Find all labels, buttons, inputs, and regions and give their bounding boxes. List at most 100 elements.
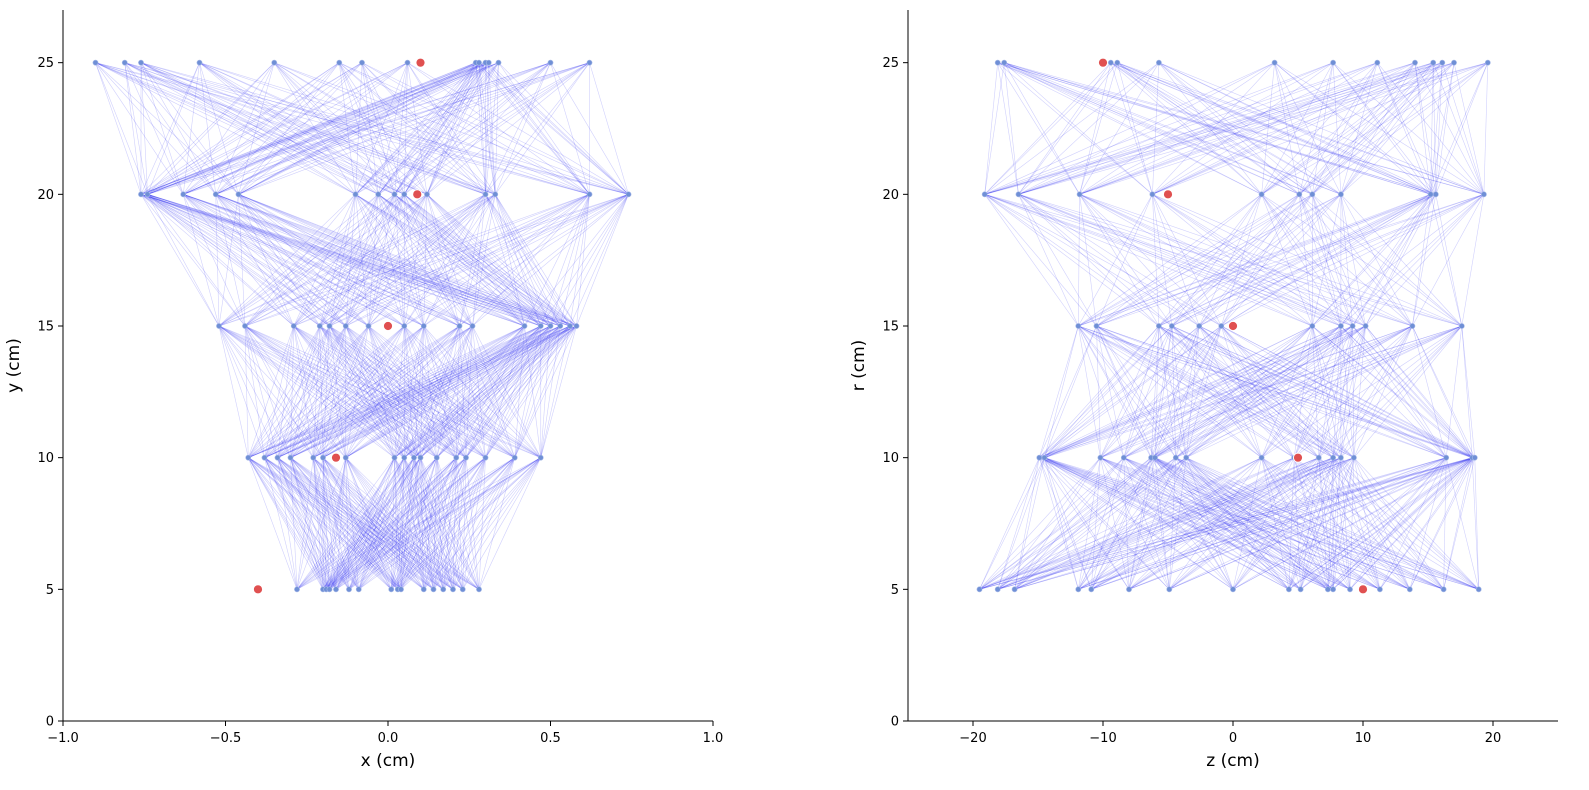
right-edge-l0-15-1 bbox=[1044, 457, 1444, 590]
left-edge-l1-2-5 bbox=[277, 325, 347, 458]
left-edge-l1-0-6 bbox=[248, 325, 369, 458]
right-highlighted-hit-3 bbox=[1162, 189, 1174, 200]
right-edge-l1-15-0 bbox=[1078, 325, 1473, 458]
right-edge-l2-0-8 bbox=[1078, 194, 1431, 327]
left-edge-l3-11-4 bbox=[274, 62, 496, 195]
left-edge-l0-9-11 bbox=[400, 457, 438, 590]
right-edge-l0-4-6 bbox=[1091, 457, 1177, 590]
right-edge-l1-4-7 bbox=[1150, 325, 1342, 458]
left-edge-l1-1-11 bbox=[264, 325, 525, 458]
left-edge-l1-4-15 bbox=[313, 325, 571, 458]
right-edge-l0-3-3 bbox=[1078, 457, 1125, 590]
right-edge-l0-2-4 bbox=[1014, 457, 1152, 590]
left-edge-l3-5-11 bbox=[355, 62, 489, 195]
right-edge-l2-2-10 bbox=[1158, 194, 1485, 327]
left-hit-point-l2-12 bbox=[537, 323, 544, 329]
left-edge-l2-4-3 bbox=[215, 194, 330, 327]
right-edge-l1-16-5 bbox=[1221, 325, 1475, 458]
left-edge-l2-6-0 bbox=[140, 194, 369, 327]
right-edge-l0-6-7 bbox=[1169, 457, 1187, 590]
left-edge-l3-8-2 bbox=[140, 62, 405, 195]
right-edge-l1-10-2 bbox=[1158, 325, 1319, 458]
left-edge-l1-8-5 bbox=[345, 325, 405, 458]
left-edge-l0-9-10 bbox=[400, 457, 421, 590]
left-edge-l0-7-0 bbox=[248, 457, 392, 590]
right-edge-l1-5-6 bbox=[1154, 325, 1313, 458]
right-edge-l0-3-4 bbox=[1078, 457, 1152, 590]
left-hit-point-l4-5 bbox=[336, 59, 343, 66]
right-edge-l1-7-4 bbox=[1185, 325, 1200, 458]
left-edge-l1-1-8 bbox=[264, 325, 424, 458]
left-edge-l0-15-1 bbox=[264, 457, 480, 590]
left-edge-l0-10-4 bbox=[313, 457, 424, 590]
right-edge-l3-0-5 bbox=[984, 62, 1275, 195]
right-edge-l2-6-1 bbox=[1018, 194, 1313, 327]
left-edge-l1-15-12 bbox=[514, 325, 542, 458]
left-edge-l3-3-7 bbox=[215, 62, 408, 195]
right-hit-point-l3-5 bbox=[1296, 191, 1303, 198]
left-hit-point-l1-6 bbox=[342, 454, 349, 461]
left-edge-l2-13-3 bbox=[215, 194, 551, 327]
left-edge-l1-15-13 bbox=[514, 325, 551, 458]
left-edge-l3-1-10 bbox=[147, 62, 486, 195]
right-edge-l3-5-8 bbox=[1299, 62, 1416, 195]
left-edge-l2-14-11 bbox=[494, 194, 561, 327]
left-edge-l0-2-6 bbox=[325, 457, 347, 590]
right-edge-l0-8-8 bbox=[1261, 457, 1290, 590]
left-hit-point-l3-11 bbox=[492, 191, 499, 198]
left-edge-l1-6-13 bbox=[345, 325, 551, 458]
right-edge-l3-5-11 bbox=[1299, 62, 1455, 195]
left-edge-l1-9-8 bbox=[413, 325, 425, 458]
right-edge-l2-4-9 bbox=[1199, 194, 1436, 327]
left-edge-l3-12-0 bbox=[95, 62, 590, 195]
left-edge-l0-9-2 bbox=[277, 457, 402, 590]
right-edge-l0-9-13 bbox=[1300, 457, 1355, 590]
right-edge-l3-0-9 bbox=[984, 62, 1434, 195]
left-hit-point-l2-13 bbox=[547, 323, 554, 329]
left-edge-l2-5-10 bbox=[345, 194, 486, 327]
right-highlighted-hit-0 bbox=[1357, 584, 1369, 595]
right-edge-l0-8-10 bbox=[1288, 457, 1320, 590]
left-edge-l1-5-11 bbox=[322, 325, 525, 458]
right-edge-l1-5-2 bbox=[1154, 325, 1160, 458]
left-edge-l0-5-5 bbox=[322, 457, 350, 590]
right-hit-point-l2-3 bbox=[1169, 323, 1175, 329]
left-edge-l0-3-3 bbox=[290, 457, 330, 590]
right-edge-l0-10-13 bbox=[1327, 457, 1355, 590]
left-edge-l0-0-10 bbox=[296, 457, 421, 590]
right-edge-l2-11-7 bbox=[1340, 194, 1463, 327]
right-edge-l0-6-13 bbox=[1169, 457, 1355, 590]
left-edge-l1-12-16 bbox=[456, 325, 577, 458]
left-edge-l3-12-4 bbox=[274, 62, 590, 195]
right-edge-l1-8-5 bbox=[1221, 325, 1262, 458]
left-edge-l1-11-9 bbox=[436, 325, 460, 458]
left-edge-l0-4-7 bbox=[335, 457, 395, 590]
left-y-tick-label-2: 10 bbox=[37, 451, 54, 466]
right-edge-l0-8-16 bbox=[1288, 457, 1475, 590]
right-edge-l3-2-12 bbox=[1079, 62, 1488, 195]
right-edge-l0-5-4 bbox=[1128, 457, 1152, 590]
left-edge-l1-9-10 bbox=[413, 325, 473, 458]
left-highlighted-hit-3 bbox=[412, 189, 423, 200]
right-edge-l0-10-14 bbox=[1327, 457, 1447, 590]
left-edge-l0-5-16 bbox=[348, 457, 541, 590]
right-edge-l2-8-0 bbox=[984, 194, 1353, 327]
left-edge-l1-4-2 bbox=[293, 325, 314, 458]
right-edge-l0-2-11 bbox=[1014, 457, 1334, 590]
left-edge-l1-5-4 bbox=[322, 325, 330, 458]
left-edge-l0-0-5 bbox=[296, 457, 324, 590]
left-edge-l2-6-7 bbox=[368, 194, 395, 327]
left-edge-l0-15-15 bbox=[478, 457, 516, 590]
left-edge-l0-4-13 bbox=[335, 457, 467, 590]
left-edge-l2-16-8 bbox=[404, 194, 577, 327]
right-edge-l0-5-13 bbox=[1128, 457, 1355, 590]
right-edge-l0-2-3 bbox=[1014, 457, 1125, 590]
right-edge-l1-11-9 bbox=[1332, 325, 1366, 458]
left-edge-l3-2-10 bbox=[183, 62, 486, 195]
right-edge-l0-6-8 bbox=[1169, 457, 1262, 590]
left-edge-l2-9-8 bbox=[403, 194, 460, 327]
right-edge-l0-5-10 bbox=[1128, 457, 1319, 590]
left-edge-l2-13-5 bbox=[355, 194, 551, 327]
right-hit-point-l4-10 bbox=[1439, 59, 1446, 66]
right-edge-l0-7-5 bbox=[1154, 457, 1234, 590]
